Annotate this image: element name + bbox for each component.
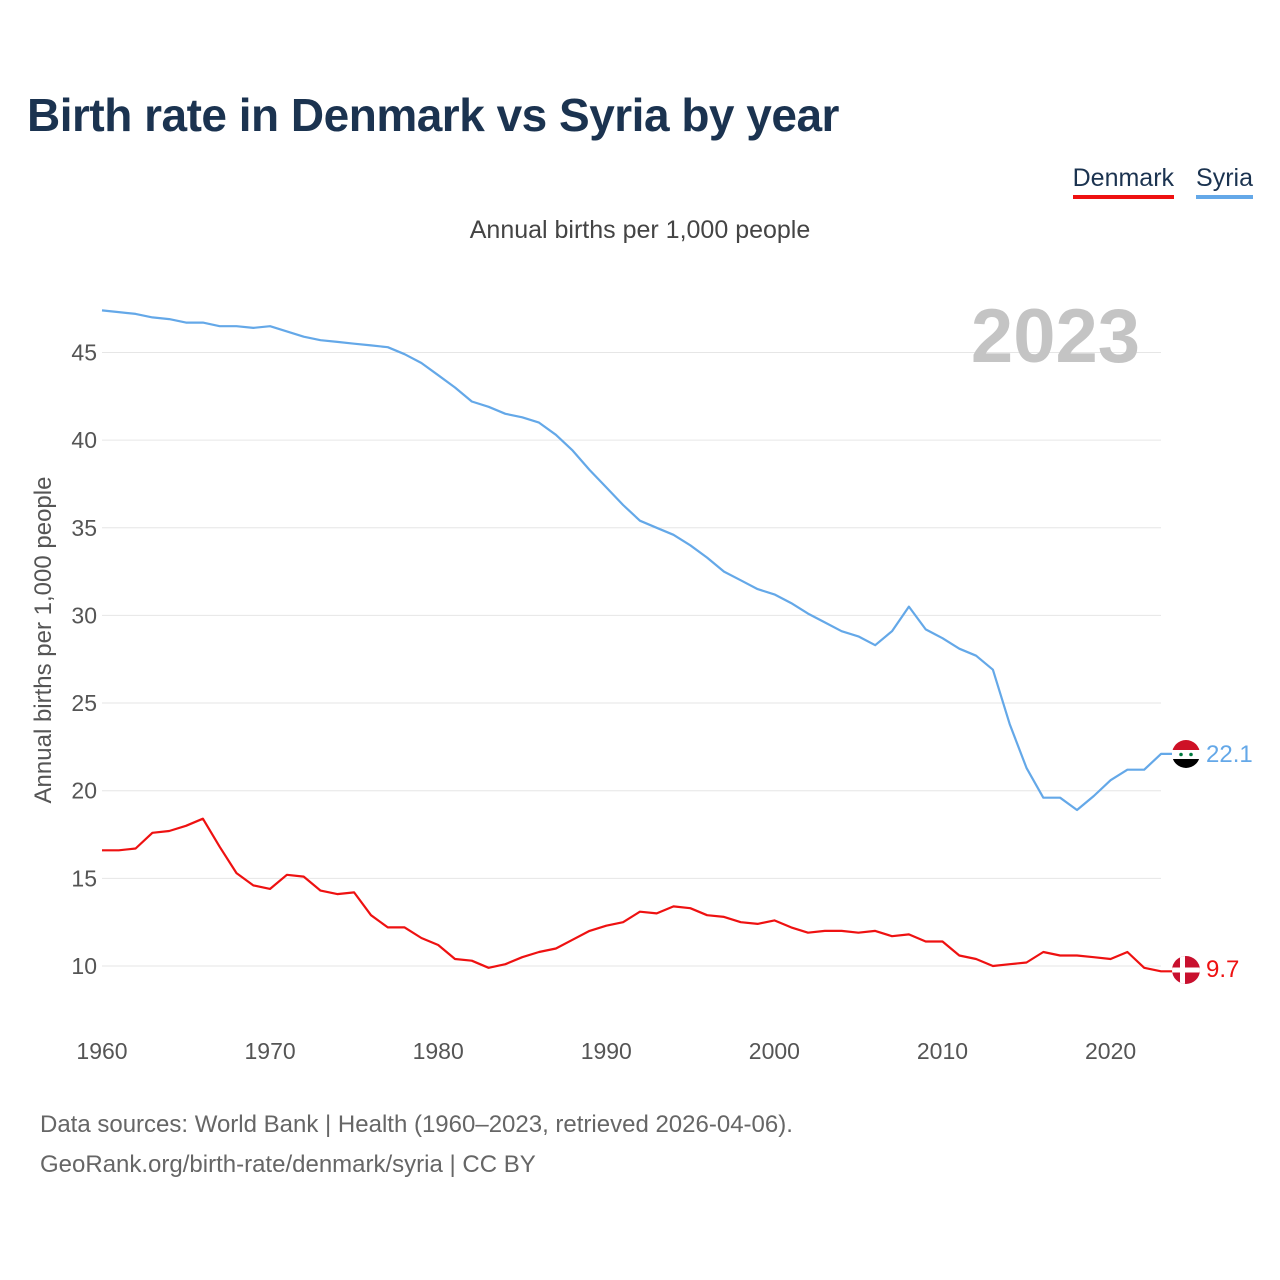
- y-tick-label: 15: [71, 865, 97, 891]
- grid-lines: [102, 351, 1161, 967]
- x-tick-label: 1970: [245, 1038, 296, 1064]
- x-tick-label: 1990: [581, 1038, 632, 1064]
- year-label: 2023: [971, 294, 1140, 379]
- y-tick-label: 35: [71, 515, 97, 541]
- denmark-flag-icon: [1172, 956, 1200, 984]
- source-line-1: Data sources: World Bank | Health (1960–…: [40, 1111, 793, 1138]
- y-tick-label: 45: [71, 339, 97, 365]
- denmark-end-label: 9.7: [1206, 956, 1239, 983]
- y-tick-label: 20: [71, 778, 97, 804]
- y-axis-label: Annual births per 1,000 people: [30, 477, 57, 804]
- x-tick-label: 2010: [917, 1038, 968, 1064]
- syria-flag-icon: [1172, 740, 1200, 768]
- chart-subtitle: Annual births per 1,000 people: [469, 216, 811, 244]
- legend-item-syria[interactable]: Syria: [1196, 164, 1253, 199]
- series-lines: [101, 309, 1172, 973]
- series-line-denmark: [102, 817, 1172, 973]
- syria-end-label: 22.1: [1206, 741, 1253, 768]
- x-tick-label: 1980: [413, 1038, 464, 1064]
- line-chart: 10 15 20 25 30 35 40 45 1960 1970 1980 1990 2000 201…: [30, 294, 1253, 1064]
- chart-title: Birth rate in Denmark vs Syria by year: [27, 89, 839, 141]
- x-tick-label: 1960: [76, 1038, 127, 1064]
- x-tick-label: 2020: [1085, 1038, 1136, 1064]
- series-line-syria: [101, 309, 1172, 812]
- y-tick-label: 10: [71, 953, 97, 979]
- x-axis-ticks: 1960 1970 1980 1990 2000 2010 2020: [76, 1038, 1136, 1064]
- y-tick-label: 30: [71, 602, 97, 628]
- data-source-note: Data sources: World Bank | Health (1960–…: [40, 1105, 793, 1185]
- legend-item-denmark[interactable]: Denmark: [1072, 164, 1175, 199]
- x-tick-label: 2000: [749, 1038, 800, 1064]
- y-axis-ticks: 10 15 20 25 30 35 40 45: [71, 339, 97, 979]
- y-tick-label: 40: [71, 427, 97, 453]
- legend: Denmark Syria: [1072, 164, 1253, 199]
- y-tick-label: 25: [71, 690, 97, 716]
- source-line-2[interactable]: GeoRank.org/birth-rate/denmark/syria | C…: [40, 1151, 536, 1178]
